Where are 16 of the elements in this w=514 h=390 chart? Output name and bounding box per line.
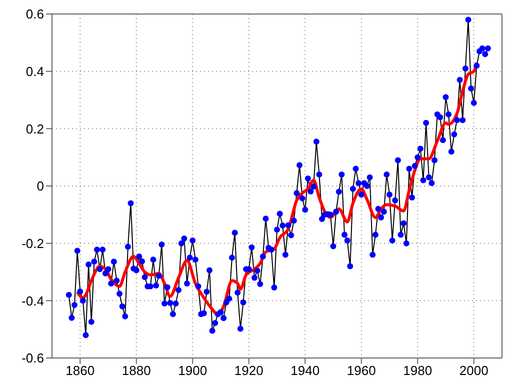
x-tick-label: 1900 bbox=[178, 363, 208, 378]
y-tick-label: -0.4 bbox=[22, 293, 44, 308]
y-tick-label: 0.2 bbox=[26, 121, 44, 136]
x-tick-label: 1980 bbox=[403, 363, 432, 378]
x-tick-label: 1880 bbox=[122, 363, 151, 378]
x-tick-label: 1920 bbox=[234, 363, 264, 378]
y-tick-label: -0.6 bbox=[22, 350, 44, 366]
y-tick-label: 0.6 bbox=[26, 6, 44, 22]
line-series bbox=[76, 61, 478, 316]
x-tick-label: 2000 bbox=[459, 363, 488, 378]
x-tick-label: 1960 bbox=[346, 363, 376, 378]
y-tick-label: 0 bbox=[36, 178, 44, 194]
y-tick-label: 0.4 bbox=[26, 64, 44, 79]
x-tick-label: 1940 bbox=[290, 363, 320, 378]
x-tick-label: 1860 bbox=[66, 363, 95, 378]
y-tick-label: -0.2 bbox=[22, 236, 44, 251]
